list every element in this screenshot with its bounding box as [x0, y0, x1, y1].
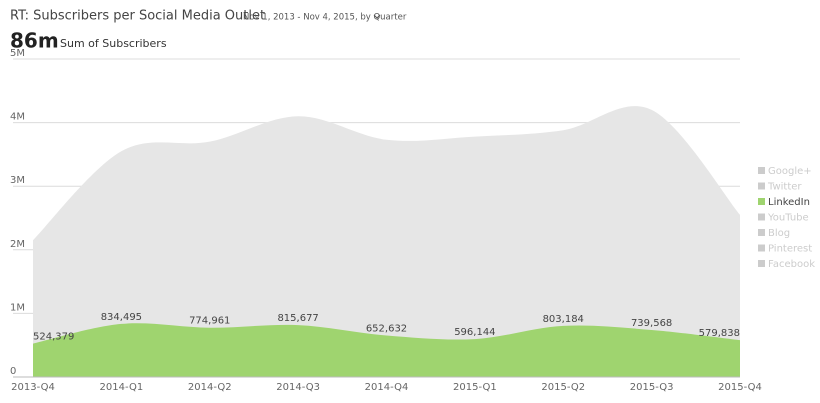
x-tick-label: 2014-Q2: [188, 382, 232, 393]
total-label: Sum of Subscribers: [60, 37, 167, 50]
legend-swatch[interactable]: [758, 260, 765, 267]
value-label: 596,144: [454, 327, 495, 338]
value-label: 739,568: [631, 318, 672, 329]
legend-swatch[interactable]: [758, 244, 765, 252]
legend-label[interactable]: LinkedIn: [768, 197, 810, 208]
dropdown-arrow[interactable]: [373, 14, 381, 19]
legend-label[interactable]: Blog: [768, 228, 790, 239]
value-label: 774,961: [189, 316, 230, 327]
x-tick-label: 2013-Q4: [11, 382, 55, 393]
legend-label[interactable]: Google+: [768, 166, 812, 177]
value-label: 579,838: [699, 328, 740, 339]
legend-swatch[interactable]: [758, 182, 765, 190]
x-tick-label: 2015-Q2: [541, 382, 585, 393]
y-tick-label: 4M: [10, 112, 25, 123]
value-label: 524,379: [33, 332, 74, 343]
legend-swatch[interactable]: [758, 198, 765, 205]
y-tick-label: 1M: [10, 302, 25, 313]
legend-swatch[interactable]: [758, 229, 765, 236]
date-range[interactable]: Nov 1, 2013 - Nov 4, 2015, by Quarter: [243, 13, 407, 23]
total-value: 86m: [10, 29, 59, 53]
y-tick-label: 2M: [10, 239, 25, 250]
legend-label[interactable]: Facebook: [768, 259, 815, 270]
x-tick-label: 2015-Q4: [718, 382, 762, 393]
title: RT: Subscribers per Social Media Outlet: [10, 9, 265, 24]
legend-label[interactable]: Twitter: [767, 182, 802, 193]
y-tick-label: 0: [10, 366, 16, 377]
value-label: 834,495: [101, 312, 142, 323]
y-tick-label: 5M: [10, 48, 25, 59]
legend-swatch[interactable]: [758, 167, 765, 174]
x-tick-label: 2015-Q3: [630, 382, 674, 393]
x-tick-label: 2014-Q4: [365, 382, 409, 393]
x-tick-label: 2015-Q1: [453, 382, 497, 393]
value-label: 815,677: [277, 313, 318, 324]
x-tick-label: 2014-Q3: [276, 382, 320, 393]
legend-label[interactable]: YouTube: [767, 213, 809, 224]
legend-label[interactable]: Pinterest: [768, 244, 812, 255]
legend-swatch[interactable]: [758, 213, 765, 221]
series-area: [33, 323, 740, 377]
x-tick-label: 2014-Q1: [100, 382, 144, 393]
y-tick-label: 3M: [10, 175, 25, 186]
value-label: 803,184: [543, 314, 584, 325]
value-label: 652,632: [366, 323, 407, 334]
total-area: [33, 106, 740, 378]
